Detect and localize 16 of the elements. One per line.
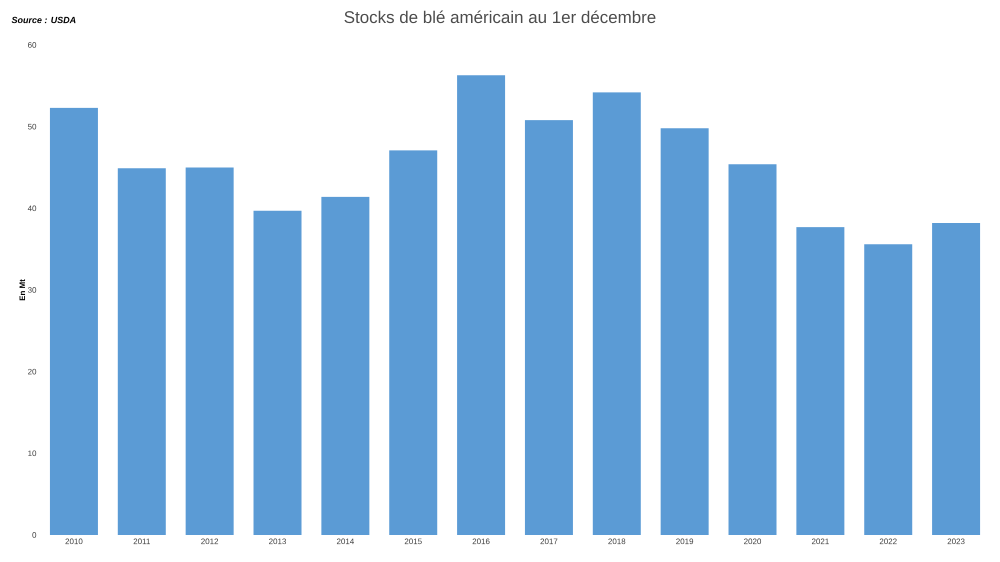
bar [321,196,370,535]
bar [728,164,777,535]
bar [457,75,506,535]
bar [864,244,912,535]
bar [118,168,166,535]
bar [389,150,438,535]
bar [186,167,234,535]
bar [660,128,709,535]
source-note: Source : USDA [12,16,76,24]
chart-title: Stocks de blé américain au 1er décembre [344,10,656,24]
bar [796,227,844,535]
bar [50,108,98,535]
bar [592,92,641,535]
bar [932,223,980,535]
bar [524,120,573,535]
bar [254,210,302,535]
